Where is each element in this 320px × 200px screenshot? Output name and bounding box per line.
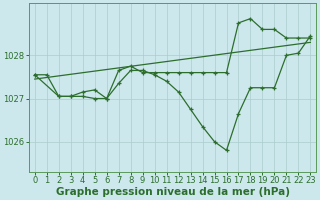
X-axis label: Graphe pression niveau de la mer (hPa): Graphe pression niveau de la mer (hPa) — [56, 187, 290, 197]
